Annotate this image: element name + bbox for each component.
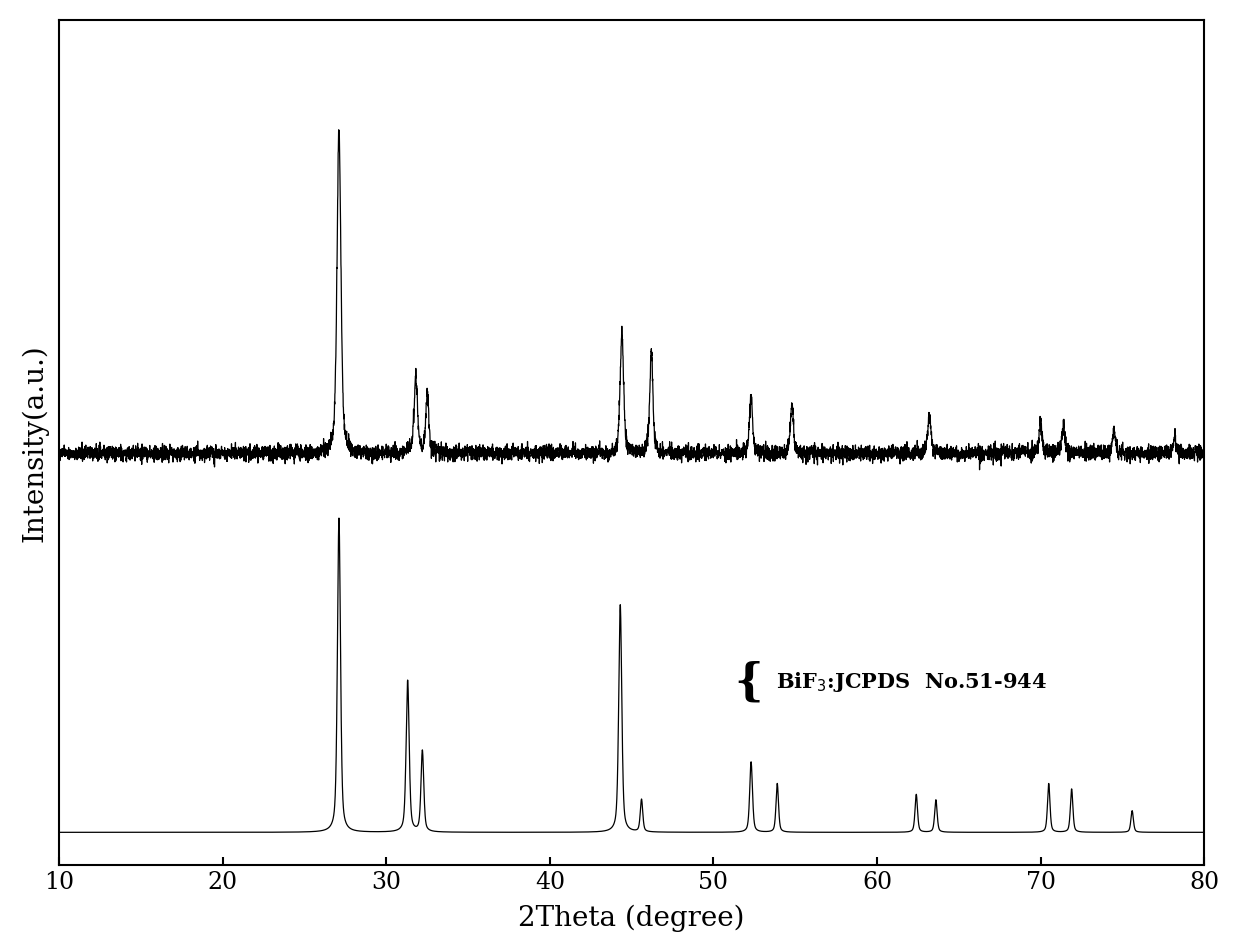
Text: {: { bbox=[734, 660, 763, 703]
X-axis label: 2Theta (degree): 2Theta (degree) bbox=[518, 903, 745, 931]
Text: BiF$_3$:JCPDS  No.51-944: BiF$_3$:JCPDS No.51-944 bbox=[776, 669, 1047, 693]
Y-axis label: Intensity(a.u.): Intensity(a.u.) bbox=[21, 344, 48, 542]
